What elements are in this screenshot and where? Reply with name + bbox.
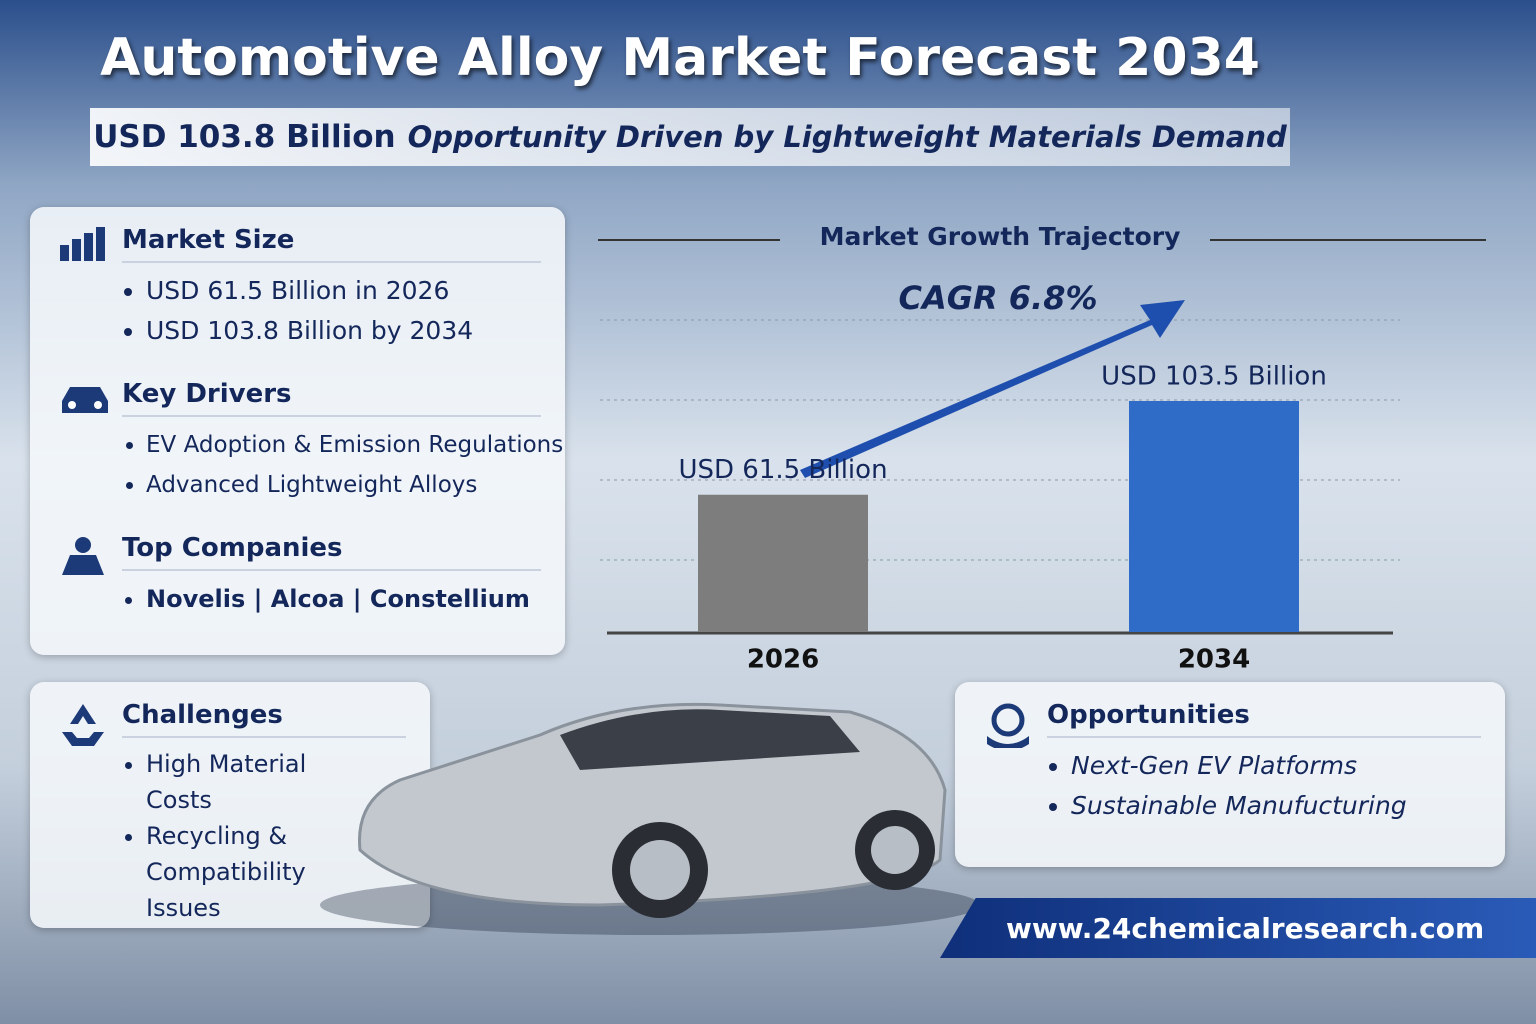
icon: [62, 704, 104, 746]
bar: [1129, 401, 1299, 632]
subtitle-highlight: USD 103.8 Billion: [93, 119, 396, 155]
challenges: Challenges High Material CostsRecycling …: [30, 682, 430, 926]
heading: Opportunities: [1047, 682, 1481, 738]
item: Advanced Lightweight Alloys: [146, 465, 565, 505]
bar: [698, 494, 868, 632]
x-tick-label: 2034: [1178, 645, 1250, 675]
subtitle-bar: USD 103.8 Billion Opportunity Driven by …: [90, 108, 1290, 166]
chart-frame: [598, 239, 1486, 635]
chart-title: Market Growth Trajectory: [820, 222, 1181, 251]
heading: Market Size: [122, 207, 541, 263]
left-panel: Market Size USD 61.5 Billion in 2026USD …: [30, 207, 565, 655]
title: Automotive Alloy Market Forecast 2034: [100, 28, 1260, 88]
annotation: CAGR 6.8%: [898, 279, 1097, 317]
heading: Top Companies: [122, 515, 541, 571]
url: www.24chemicalresearch.com: [1006, 911, 1485, 945]
url-banner: www.24chemicalresearch.com: [940, 898, 1536, 958]
item: EV Adoption & Emission Regulations: [146, 425, 565, 465]
icon: [60, 227, 105, 261]
item: Sustainable Manufucturing: [1071, 786, 1505, 826]
heading: Challenges: [122, 682, 406, 738]
x-tick-label: 2026: [747, 645, 819, 675]
opportunities-panel: Opportunities Next-Gen EV PlatformsSusta…: [955, 682, 1505, 867]
value-label: USD 103.5 Billion: [1101, 362, 1327, 392]
item: Novelis | Alcoa | Constellium: [146, 579, 565, 619]
subtitle: Opportunity Driven by Lightweight Materi…: [407, 120, 1287, 154]
value-label: USD 61.5 Billion: [678, 455, 887, 485]
icon: [62, 387, 108, 413]
heading: Key Drivers: [122, 361, 541, 417]
item: Recycling & Compatibility Issues: [146, 818, 336, 926]
icon: [987, 703, 1029, 748]
item: USD 61.5 Billion in 2026: [146, 271, 565, 311]
item: USD 103.8 Billion by 2034: [146, 311, 565, 351]
item: High Material Costs: [146, 746, 336, 818]
item: Next-Gen EV Platforms: [1071, 746, 1505, 786]
top-companies: Top Companies Novelis | Alcoa | Constell…: [30, 515, 565, 619]
key-drivers: Key Drivers EV Adoption & Emission Regul…: [30, 361, 565, 505]
market-size: Market Size USD 61.5 Billion in 2026USD …: [30, 207, 565, 351]
icon: [62, 537, 104, 575]
opportunities: Opportunities Next-Gen EV PlatformsSusta…: [955, 682, 1505, 826]
challenges-panel: Challenges High Material CostsRecycling …: [30, 682, 430, 928]
